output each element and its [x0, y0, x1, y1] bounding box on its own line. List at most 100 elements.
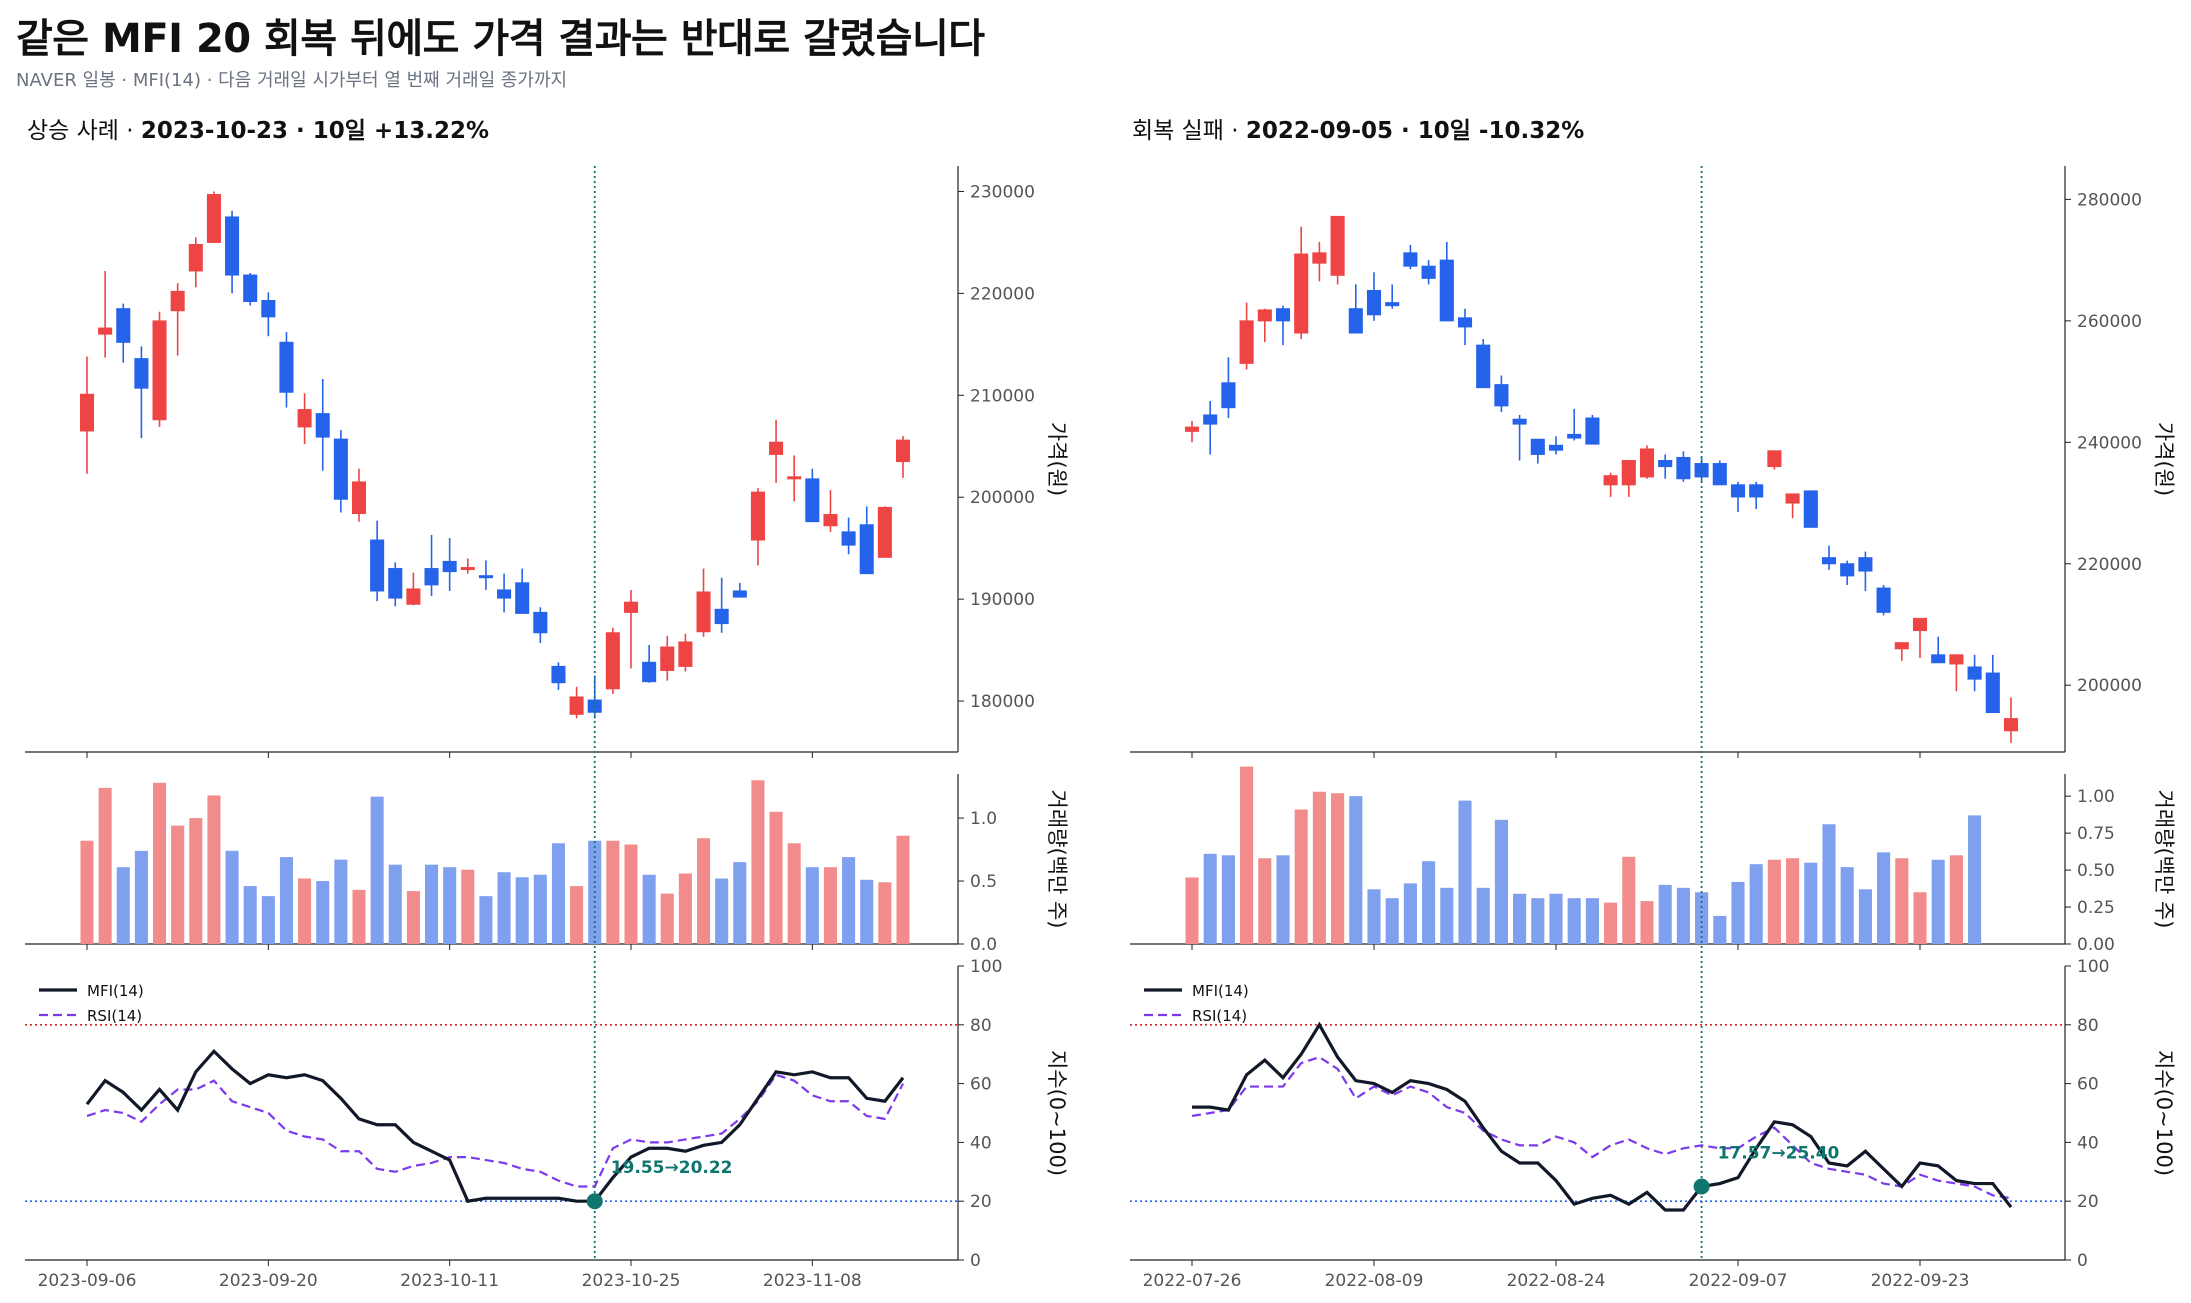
p1-date-tick-label: 2023-11-08	[763, 1271, 862, 1291]
p2-volume-bar	[1767, 859, 1781, 944]
p2-candle-body	[1931, 654, 1946, 664]
p1-candle-body	[678, 641, 693, 667]
p2-volume-bar	[1949, 855, 1963, 944]
p2-volume-bar	[1240, 766, 1254, 944]
p2-date-tick-label: 2022-07-26	[1143, 1271, 1242, 1291]
p1-volume-bar	[715, 878, 729, 944]
p1-volume-bar	[805, 867, 819, 944]
p1-candle-body	[442, 560, 457, 573]
p2-candle-body	[1476, 344, 1491, 389]
p2-date-tick-label: 2022-09-23	[1871, 1271, 1970, 1291]
p2-candle-body	[1457, 317, 1473, 328]
p2-volume-bar	[1676, 887, 1690, 944]
p2-volume-bar	[1513, 893, 1527, 944]
p2-candle-body	[1184, 426, 1200, 432]
p2-index-axis-label: 지수(0~100)	[2152, 1050, 2176, 1176]
p2-volume-bar	[1658, 884, 1672, 944]
p1-volume-bar	[153, 782, 167, 944]
p1-volume-bar	[334, 859, 348, 944]
p1-candle-body	[297, 409, 312, 428]
p2-candle-body	[1894, 642, 1909, 650]
p1-volume-bar	[171, 825, 185, 944]
p1-volume-bar	[116, 867, 130, 944]
p1-volume-axis-label: 거래량(백만 주)	[1045, 790, 1069, 929]
p2-candle-body	[1221, 382, 1236, 409]
p1-volume-bar	[787, 843, 801, 944]
p1-legend-mfi-label: MFI(14)	[87, 982, 144, 1000]
p1-price-tick-label: 200000	[970, 488, 1035, 508]
p2-candle-body	[1494, 384, 1509, 407]
p2-volume-axis-label: 거래량(백만 주)	[2152, 790, 2176, 929]
p1-candle-body	[424, 568, 439, 586]
p1-title: 상승 사례 · 2023-10-23 · 10일 +13.22%	[27, 118, 489, 144]
p1-volume-bar	[388, 864, 402, 944]
p1-candle-body	[859, 524, 874, 575]
p2-volume-tick-label: 0.50	[2077, 861, 2115, 881]
p2-date-tick-label: 2022-08-24	[1507, 1271, 1606, 1291]
p2-price-axis-label: 가격(원)	[2152, 422, 2176, 496]
p2-volume-bar	[1913, 892, 1927, 944]
p1-candle-body	[841, 531, 856, 546]
p1-signal-annotation: 19.55→20.22	[611, 1158, 733, 1178]
p2-price-tick-label: 200000	[2077, 676, 2142, 696]
p2-candle-body	[1421, 265, 1436, 279]
p2-candle-body	[1749, 484, 1764, 498]
p1-date-tick-label: 2023-09-06	[38, 1271, 137, 1291]
p2-candle-body	[1275, 308, 1291, 322]
p2-volume-bar	[1968, 815, 1982, 944]
p1-candle-body	[660, 646, 675, 671]
p2-candle-body	[1785, 493, 1800, 504]
p1-index-tick-label: 60	[970, 1075, 992, 1095]
p2-volume-bar	[1349, 796, 1363, 944]
p2-candle-body	[1949, 654, 1964, 665]
p2-volume-bar	[1840, 867, 1854, 944]
p1-volume-bar	[279, 857, 293, 944]
p1-volume-bar	[497, 872, 511, 944]
p2-volume-bar	[1622, 856, 1636, 944]
p2-index-tick-label: 0	[2077, 1251, 2088, 1271]
p2-candle-body	[1548, 444, 1564, 451]
p2-candle-body	[1840, 563, 1855, 577]
p1-price-tick-label: 230000	[970, 182, 1035, 202]
p2-volume-bar	[1640, 901, 1654, 944]
p1-volume-bar	[697, 838, 711, 944]
p1-volume-bar	[80, 840, 94, 944]
p1-volume-bar	[406, 891, 420, 944]
p1-candle-body	[460, 567, 475, 571]
p1-date-tick-label: 2023-09-20	[219, 1271, 318, 1291]
p1-candle-body	[79, 393, 95, 432]
p1-candle-body	[243, 274, 258, 303]
p2-candle-body	[1403, 252, 1418, 267]
p1-index-tick-label: 80	[970, 1016, 992, 1036]
p1-price-tick-label: 210000	[970, 386, 1035, 406]
p2-mfi-line	[1192, 1021, 2013, 1212]
p1-candle-body	[696, 591, 711, 633]
p1-candle-body	[152, 320, 167, 421]
p1-candle-body	[787, 476, 802, 480]
p2-volume-tick-label: 1.00	[2077, 787, 2115, 807]
p2-volume-bar	[1804, 862, 1818, 944]
p1-price-tick-label: 190000	[970, 590, 1035, 610]
p2-candle-body	[1366, 289, 1382, 316]
p2-volume-bar	[1604, 902, 1618, 944]
p1-volume-bar	[134, 850, 148, 944]
p1-candle-body	[279, 341, 294, 393]
p1-index-tick-label: 40	[970, 1133, 992, 1153]
p1-volume-bar	[751, 780, 765, 944]
p1-rsi-line	[86, 1073, 904, 1188]
p1-candle-body	[769, 441, 784, 455]
p1-volume-tick-label: 0.0	[970, 935, 997, 955]
p1-price-tick-label: 220000	[970, 284, 1035, 304]
p2-volume-bar	[1531, 898, 1545, 944]
p2-candle-body	[2003, 718, 2019, 732]
p1-candle-body	[206, 194, 221, 243]
p2-volume-bar	[1749, 864, 1763, 944]
p2-volume-bar	[1695, 892, 1709, 944]
p2-index-tick-label: 80	[2077, 1016, 2099, 1036]
p2-volume-bar	[1221, 855, 1235, 944]
p1-volume-bar	[98, 787, 112, 944]
p2-volume-bar	[1822, 824, 1836, 944]
p1-candle-body	[406, 588, 421, 605]
p2-volume-bar	[1494, 819, 1508, 944]
